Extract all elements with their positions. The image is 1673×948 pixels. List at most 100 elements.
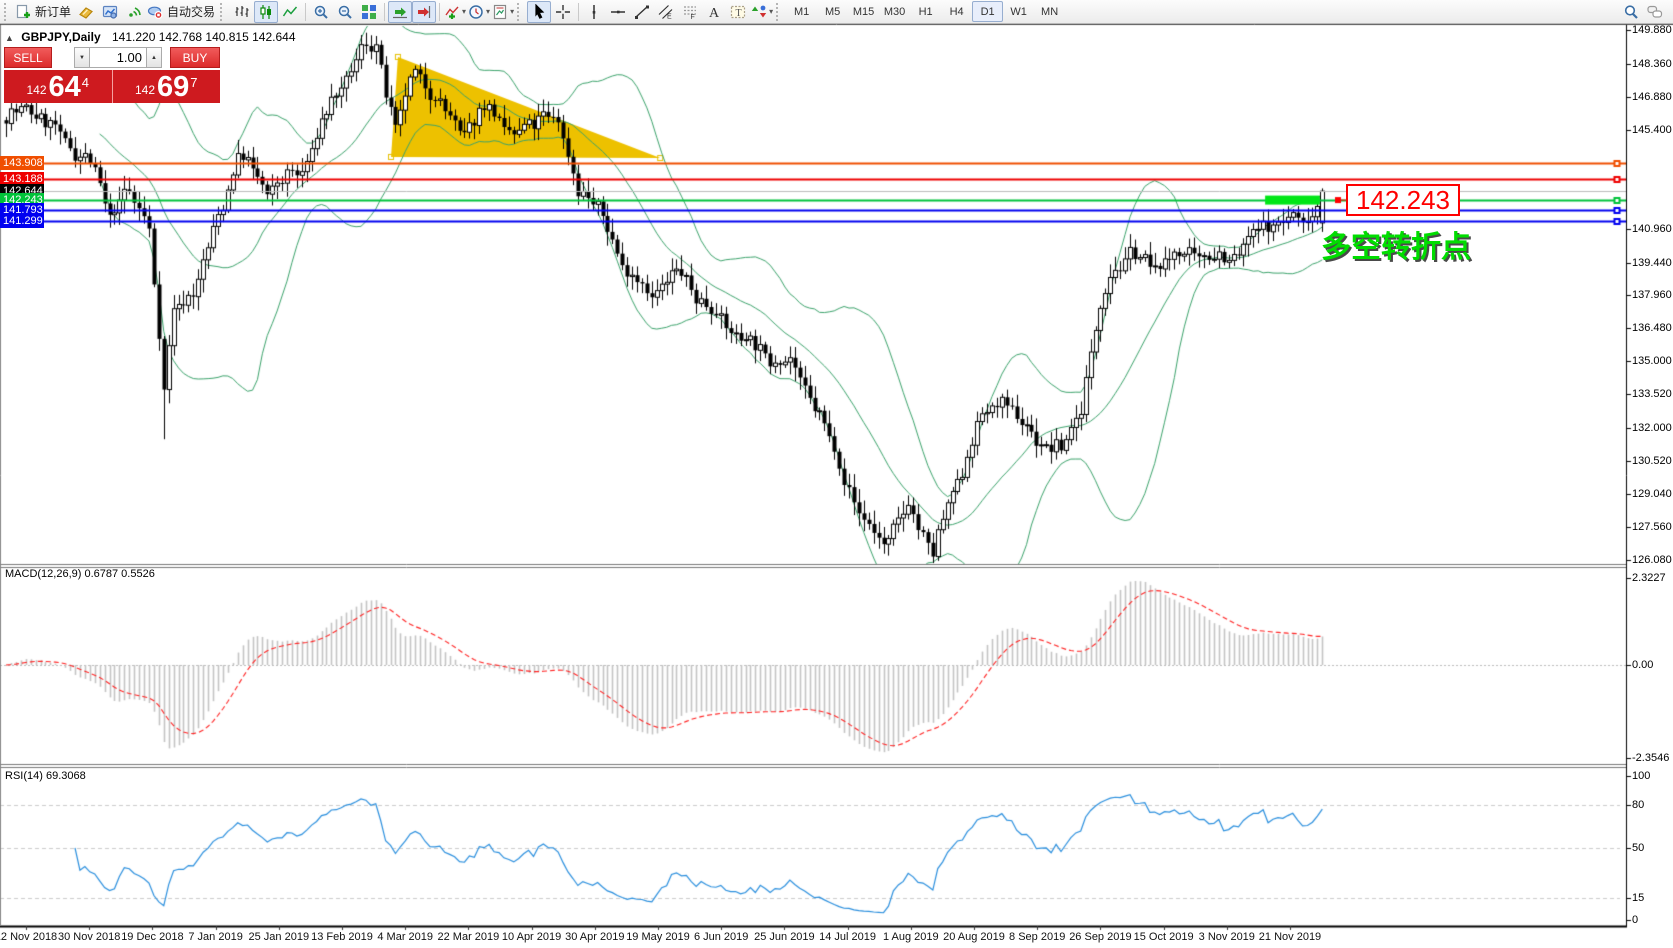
collapse-trade-panel-icon[interactable]: ▲	[5, 33, 14, 43]
hline-button[interactable]	[606, 1, 630, 23]
timeframe-h4-button[interactable]: H4	[949, 5, 964, 18]
volume-input[interactable]: 1.00	[90, 47, 146, 68]
periods-button[interactable]: ▾	[467, 1, 491, 23]
template-icon	[492, 4, 508, 20]
volume-stepper: ▼ 1.00 ▲	[74, 47, 162, 68]
candles-icon	[258, 4, 274, 20]
sell-price-main: 64	[48, 71, 81, 103]
toolbar-separator	[439, 2, 441, 21]
chart-symbol-label: GBPJPY,Daily	[21, 30, 101, 44]
shapes-icon	[751, 4, 767, 20]
price-chart-canvas[interactable]	[0, 24, 1673, 948]
text-button[interactable]: A	[702, 1, 726, 23]
market-watch-icon	[102, 4, 118, 20]
dropdown-caret-icon[interactable]: ▾	[486, 6, 491, 16]
tile-windows-icon	[361, 4, 377, 20]
fibo-icon: F	[682, 4, 698, 20]
buy-price-main: 69	[157, 71, 190, 103]
sell-price-sup: 4	[81, 75, 90, 90]
annotation-text-cn[interactable]: 多空转折点	[1321, 231, 1471, 264]
volume-decrease-button[interactable]: ▼	[74, 47, 90, 68]
toolbar-grip	[776, 2, 783, 21]
crosshair-button[interactable]	[551, 1, 575, 23]
timeframe-m5-button[interactable]: M5	[824, 5, 841, 18]
volume-increase-button[interactable]: ▲	[146, 47, 162, 68]
search-button[interactable]	[1619, 1, 1643, 23]
toolbar-grip	[4, 2, 11, 21]
sell-button[interactable]: SELL	[4, 47, 52, 68]
autotrading-button[interactable]: 自动交易	[146, 1, 218, 23]
toolbar-grip	[220, 2, 227, 21]
timeframe-mn-button[interactable]: MN	[1041, 5, 1059, 18]
templates-button[interactable]: ▾	[491, 1, 515, 23]
buy-price-prefix: 142	[134, 83, 156, 97]
indicators-icon	[444, 4, 460, 20]
tile-windows-button[interactable]	[357, 1, 381, 23]
chart-header: ▲ GBPJPY,Daily 141.220 142.768 140.815 1…	[5, 30, 296, 44]
timeframe-m15-button[interactable]: M15	[852, 5, 875, 18]
autotrading-icon	[147, 4, 163, 20]
dropdown-caret-icon[interactable]: ▾	[462, 6, 467, 16]
cursor-button[interactable]	[527, 0, 552, 23]
timeframe-h1-button[interactable]: H1	[918, 5, 933, 18]
arrows-button[interactable]: ▾	[750, 1, 774, 23]
bars-button[interactable]	[230, 1, 254, 23]
zoom-out-icon	[337, 4, 353, 20]
timeframe-w1-button[interactable]: W1	[1010, 5, 1027, 18]
macd-indicator-label: MACD(12,26,9) 0.6787 0.5526	[5, 568, 155, 580]
candles-button[interactable]	[254, 0, 279, 23]
line-chart-icon	[282, 4, 298, 20]
rsi-indicator-label: RSI(14) 69.3068	[5, 770, 86, 782]
sell-price[interactable]: 142 64 4	[4, 70, 113, 103]
vline-icon	[586, 4, 602, 20]
chart-shift-button[interactable]	[412, 0, 437, 23]
sell-price-prefix: 142	[26, 83, 47, 97]
bid-ask-prices: 142 64 4 142 69 7	[4, 70, 220, 103]
text-label-button[interactable]: T	[726, 1, 750, 23]
toolbar-right-group	[1619, 1, 1667, 23]
dropdown-caret-icon[interactable]: ▾	[510, 6, 515, 16]
cursor-icon	[531, 3, 547, 20]
bar-chart-icon	[234, 4, 250, 20]
hline-icon	[610, 4, 626, 20]
search-icon	[1623, 4, 1639, 20]
line-chart-button[interactable]	[278, 1, 302, 23]
chart-ohlc-values: 141.220 142.768 140.815 142.644	[111, 30, 296, 44]
zoom-in-button[interactable]	[309, 1, 333, 23]
channel-button[interactable]: E	[654, 1, 678, 23]
svg-text:A: A	[709, 6, 720, 20]
crosshair-icon	[555, 4, 571, 20]
toolbar-separator	[578, 2, 580, 21]
trendline-button[interactable]	[630, 1, 654, 23]
fibonacci-button[interactable]: F	[678, 1, 702, 23]
signals-button[interactable]	[122, 1, 146, 23]
metaeditor-button[interactable]	[74, 1, 98, 23]
svg-text:T: T	[736, 8, 742, 19]
market-watch-button[interactable]	[98, 1, 122, 23]
buy-price[interactable]: 142 69 7	[113, 70, 221, 103]
zoom-in-icon	[313, 4, 329, 20]
price-callout-label[interactable]: 142.243	[1346, 184, 1460, 216]
autoscroll-icon	[392, 4, 408, 20]
new-order-button-label: 新订单	[35, 5, 72, 19]
vline-button[interactable]	[582, 1, 606, 23]
zoom-out-button[interactable]	[333, 1, 357, 23]
timeframe-m30-button[interactable]: M30	[883, 5, 906, 18]
timeframe-d1-button[interactable]: D1	[972, 1, 1004, 22]
toolbar-separator	[305, 2, 307, 21]
trade-panel-controls: SELL ▼ 1.00 ▲ BUY	[4, 47, 220, 68]
new-order-button[interactable]: 新订单	[14, 1, 74, 23]
svg-text:E: E	[667, 13, 672, 20]
toolbar-separator	[384, 2, 386, 21]
chat-button[interactable]	[1643, 1, 1667, 23]
dropdown-caret-icon[interactable]: ▾	[769, 6, 774, 16]
chat-icon	[1647, 4, 1663, 20]
autoscroll-button[interactable]	[388, 0, 413, 23]
toolbar-grip	[517, 2, 524, 21]
buy-button[interactable]: BUY	[170, 47, 220, 68]
autotrading-button-label: 自动交易	[167, 5, 216, 19]
timeframe-m1-button[interactable]: M1	[793, 5, 810, 18]
toolbar: 新订单 自动交易 ▾ ▾ ▾ E F A T ▾ M1 M5 M15 M30 H1 H4 D1 W1 MN	[0, 0, 1673, 24]
indicators-button[interactable]: ▾	[443, 1, 467, 23]
